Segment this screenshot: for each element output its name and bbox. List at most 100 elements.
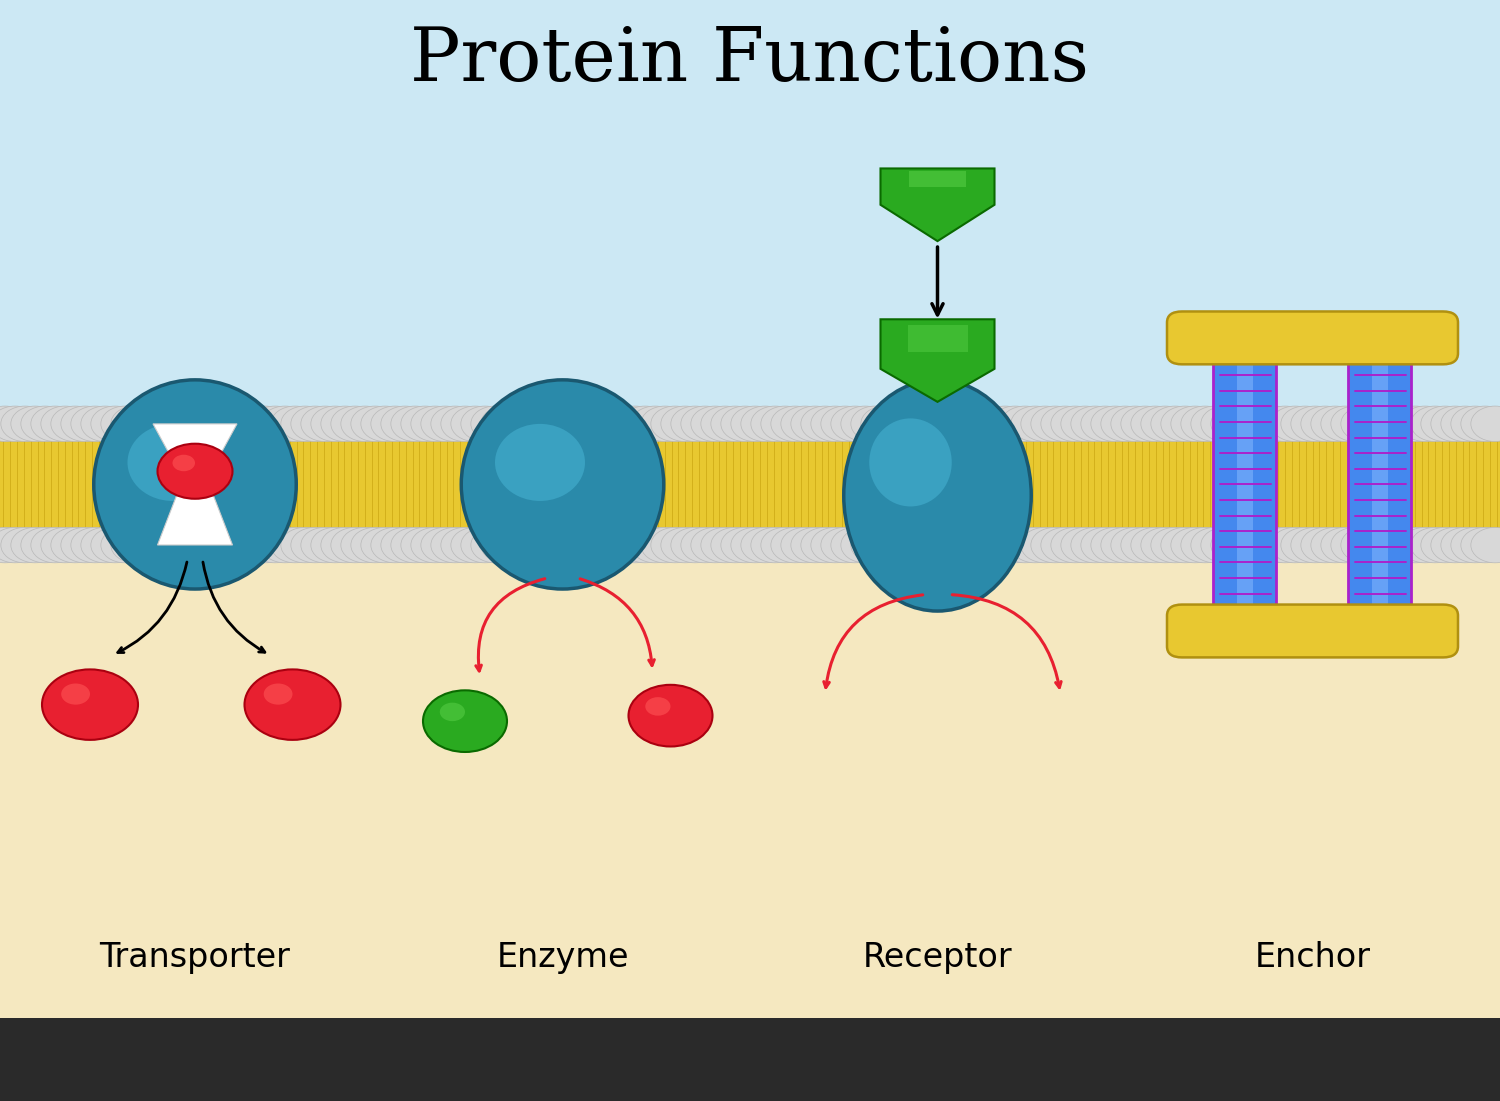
Circle shape — [362, 527, 410, 563]
Circle shape — [640, 527, 688, 563]
Circle shape — [932, 527, 980, 563]
Circle shape — [1390, 406, 1438, 442]
Circle shape — [561, 406, 609, 442]
Circle shape — [741, 406, 789, 442]
Circle shape — [40, 527, 88, 563]
Circle shape — [1090, 406, 1138, 442]
Circle shape — [1101, 406, 1149, 442]
Circle shape — [1382, 406, 1429, 442]
Circle shape — [1210, 406, 1258, 442]
Circle shape — [861, 527, 909, 563]
Circle shape — [171, 406, 219, 442]
Circle shape — [1041, 406, 1089, 442]
Circle shape — [1232, 406, 1280, 442]
Circle shape — [790, 527, 838, 563]
Circle shape — [981, 406, 1029, 442]
Circle shape — [628, 685, 712, 746]
Circle shape — [1202, 406, 1249, 442]
Circle shape — [831, 406, 879, 442]
Circle shape — [1360, 527, 1408, 563]
Circle shape — [580, 527, 628, 563]
Circle shape — [692, 406, 740, 442]
Circle shape — [291, 406, 339, 442]
FancyBboxPatch shape — [1167, 604, 1458, 657]
Circle shape — [1431, 406, 1479, 442]
Circle shape — [602, 527, 650, 563]
Circle shape — [340, 406, 388, 442]
Bar — [1372, 349, 1388, 619]
Circle shape — [452, 527, 500, 563]
Polygon shape — [909, 172, 966, 187]
Circle shape — [1442, 527, 1490, 563]
Circle shape — [1030, 527, 1078, 563]
Bar — [0, 0, 1500, 427]
Circle shape — [182, 406, 230, 442]
Circle shape — [422, 527, 470, 563]
Circle shape — [411, 527, 459, 563]
Circle shape — [610, 406, 658, 442]
FancyBboxPatch shape — [1348, 339, 1412, 629]
Circle shape — [1060, 406, 1108, 442]
Circle shape — [1240, 527, 1288, 563]
Circle shape — [1172, 527, 1219, 563]
Circle shape — [400, 406, 448, 442]
Circle shape — [1330, 527, 1378, 563]
Circle shape — [10, 406, 58, 442]
Circle shape — [782, 527, 830, 563]
Circle shape — [231, 406, 279, 442]
Circle shape — [520, 527, 568, 563]
Circle shape — [220, 406, 268, 442]
Circle shape — [1120, 406, 1168, 442]
Circle shape — [482, 527, 530, 563]
Circle shape — [1352, 406, 1400, 442]
Circle shape — [21, 406, 69, 442]
Polygon shape — [880, 168, 995, 241]
Circle shape — [141, 527, 189, 563]
Circle shape — [962, 527, 1010, 563]
Circle shape — [190, 406, 238, 442]
Circle shape — [662, 527, 710, 563]
Circle shape — [871, 527, 919, 563]
Circle shape — [1281, 406, 1329, 442]
Circle shape — [141, 406, 189, 442]
Circle shape — [1352, 527, 1400, 563]
Circle shape — [490, 406, 538, 442]
Circle shape — [1191, 406, 1239, 442]
Circle shape — [812, 406, 859, 442]
Circle shape — [771, 406, 819, 442]
Circle shape — [81, 527, 129, 563]
Circle shape — [92, 527, 140, 563]
Circle shape — [182, 527, 230, 563]
Circle shape — [460, 527, 509, 563]
Circle shape — [621, 406, 669, 442]
Circle shape — [351, 406, 399, 442]
Circle shape — [572, 527, 620, 563]
Circle shape — [891, 406, 939, 442]
Circle shape — [370, 406, 419, 442]
Bar — [0, 439, 1500, 530]
Circle shape — [201, 406, 249, 442]
Circle shape — [842, 527, 890, 563]
Circle shape — [422, 406, 470, 442]
Circle shape — [1401, 406, 1449, 442]
Circle shape — [81, 406, 129, 442]
Circle shape — [722, 406, 770, 442]
Circle shape — [452, 406, 500, 442]
Circle shape — [0, 406, 28, 442]
Circle shape — [1300, 527, 1348, 563]
Circle shape — [471, 527, 519, 563]
Circle shape — [1341, 527, 1389, 563]
Circle shape — [1232, 527, 1280, 563]
Circle shape — [1000, 406, 1048, 442]
Circle shape — [160, 527, 209, 563]
Circle shape — [32, 527, 80, 563]
Circle shape — [440, 702, 465, 721]
Circle shape — [1101, 527, 1149, 563]
Ellipse shape — [128, 424, 218, 501]
Circle shape — [1461, 527, 1500, 563]
Circle shape — [291, 527, 339, 563]
Circle shape — [812, 527, 859, 563]
Circle shape — [211, 406, 260, 442]
Circle shape — [100, 527, 148, 563]
Circle shape — [332, 406, 380, 442]
